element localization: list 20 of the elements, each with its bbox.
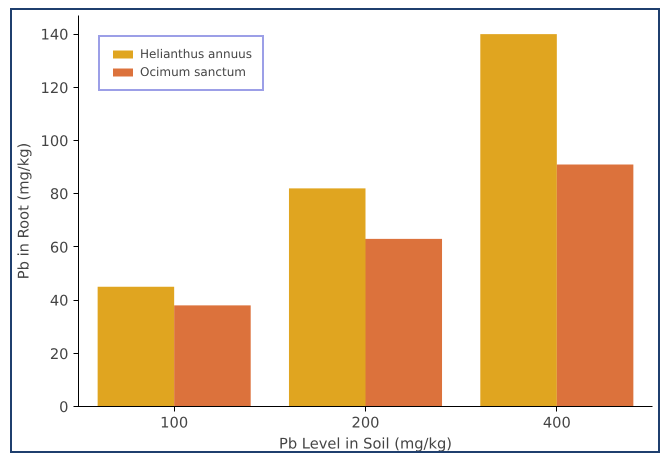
- bar: [556, 164, 634, 406]
- legend-label: Helianthus annuus: [140, 47, 252, 61]
- y-tick-label: 120: [40, 80, 69, 97]
- legend-label: Ocimum sanctum: [140, 65, 246, 79]
- y-tick-label: 20: [50, 346, 69, 363]
- bar: [480, 34, 557, 406]
- x-tick-label: 100: [160, 414, 188, 432]
- y-tick-label: 60: [50, 239, 69, 256]
- y-tick-label: 80: [50, 186, 69, 204]
- x-tick-label: 200: [352, 414, 380, 432]
- bar: [174, 305, 251, 406]
- y-tick-label: 40: [50, 292, 69, 310]
- y-tick-label: 0: [59, 399, 69, 416]
- bar: [288, 188, 366, 406]
- x-tick-label: 400: [542, 414, 571, 432]
- y-tick-label: 100: [40, 133, 69, 150]
- y-axis-title: Pb in Root (mg/kg): [16, 142, 33, 280]
- bar: [98, 286, 174, 406]
- y-tick-label: 140: [40, 26, 69, 44]
- bar: [366, 238, 442, 406]
